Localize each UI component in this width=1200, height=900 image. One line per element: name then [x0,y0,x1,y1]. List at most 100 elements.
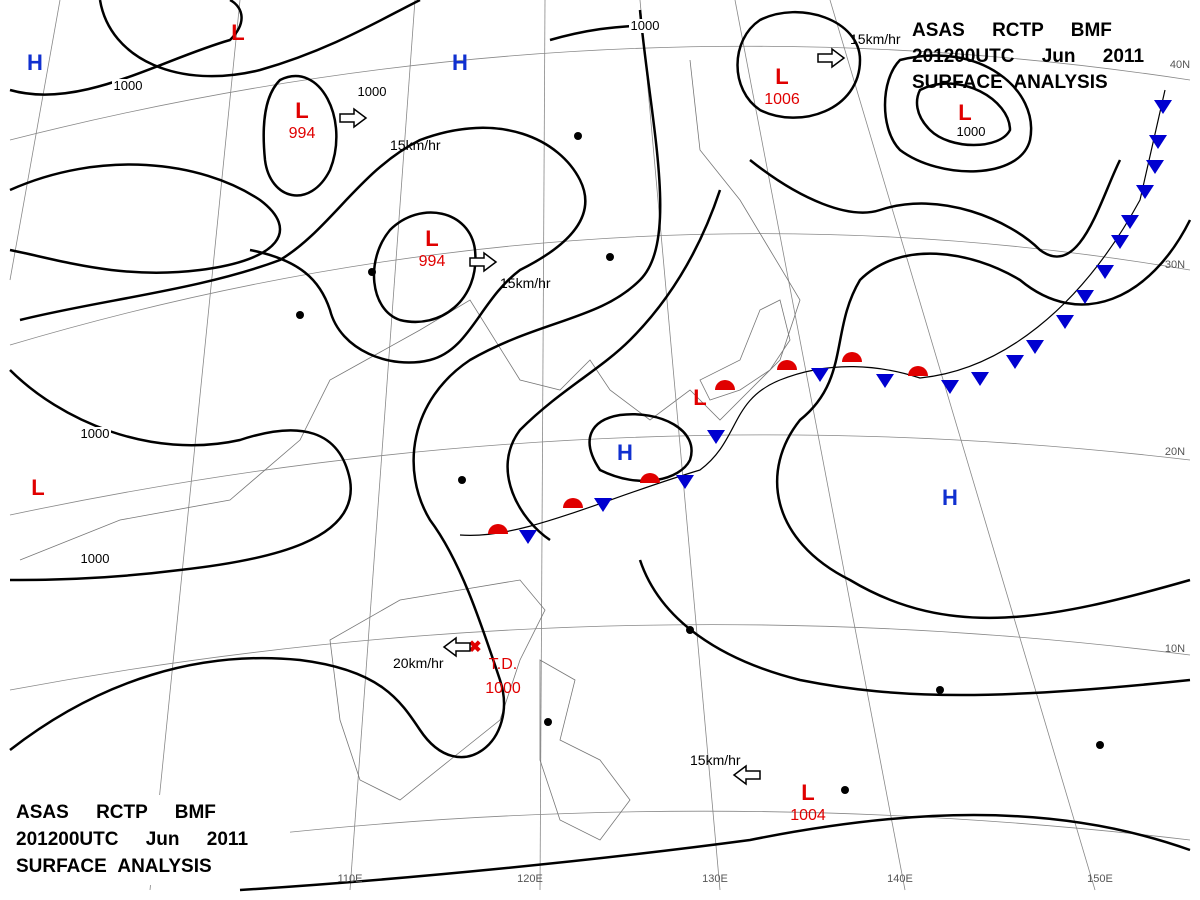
cold-front-symbol [1154,100,1172,114]
motion-speed: 20km/hr [393,655,444,671]
station [936,686,944,694]
header-line: 201200UTC Jun 2011 [912,46,1144,67]
cold-front-symbol [1076,290,1094,304]
isobar [9,0,243,96]
system-symbol: L [31,475,44,500]
isobar [638,559,1191,697]
coastline [699,299,791,401]
system-symbol: H [942,485,958,510]
header-bottom: ASAS RCTP BMF 201200UTC Jun 2011 SURFACE… [10,795,290,885]
system-symbol: L [801,780,814,805]
isobar [776,219,1192,620]
longitude-line [9,0,61,281]
system-symbol: H [452,50,468,75]
station [606,253,614,261]
latitude-line [9,45,1191,141]
latitude-label: 40N [1170,59,1190,71]
system-pressure: 1000 [957,124,986,139]
isobar-label-bg [629,19,661,33]
station-plots [296,132,1104,794]
warm-front-symbol [777,360,797,370]
isobar-label-bg [112,79,144,93]
cold-front-symbol [971,372,989,386]
header-line: ASAS RCTP BMF [16,802,216,823]
coastline [539,659,631,841]
isobar [915,82,1012,147]
header-line: ASAS RCTP BMF [912,20,1112,41]
isobar-label: 1000 [631,18,660,33]
isobar-label-bg [356,85,388,99]
cold-front-symbol [594,498,612,512]
station [296,311,304,319]
motion-speed: 15km/hr [390,137,441,153]
cold-front-symbol [1146,160,1164,174]
station [368,268,376,276]
header-line: SURFACE ANALYSIS [912,72,1108,93]
system-symbol: T.D. [489,656,517,673]
station [1096,741,1104,749]
latitude-label: 10N [1165,643,1185,655]
isobar-label: 1000 [81,426,110,441]
cold-front-symbol [1026,340,1044,354]
motion-speed: 15km/hr [690,752,741,768]
latitude-line [9,233,1191,346]
cold-front-symbol [941,380,959,394]
isobar [506,189,722,542]
station [458,476,466,484]
latitude-label: 30N [1165,259,1185,271]
header-top: ASAS RCTP BMF 201200UTC Jun 2011 SURFACE… [912,20,1144,93]
system-symbol: H [27,50,43,75]
cold-front-symbol [519,530,537,544]
isobar [9,9,662,759]
system-symbol: L [693,385,706,410]
system-pressure: 1006 [764,91,800,108]
station [841,786,849,794]
latitude-line [9,434,1191,516]
system-symbol: L [295,98,308,123]
isobar [9,369,352,582]
system-marker: ✖ [468,639,481,656]
station [544,718,552,726]
header-line: SURFACE ANALYSIS [16,856,212,877]
cold-front-symbol [1006,355,1024,369]
warm-front-symbol [715,380,735,390]
isobar [883,54,1033,173]
cold-front-symbol [1136,185,1154,199]
longitude-label: 120E [517,873,543,885]
longitude-label: 150E [1087,873,1113,885]
system-pressure: 1000 [485,680,521,697]
longitude-line [639,0,721,891]
isobar [262,74,338,197]
warm-front-symbol [488,524,508,534]
motion-arrow [817,47,846,69]
system-symbol: H [617,440,633,465]
fronts [459,89,1172,544]
isobars [9,0,1192,892]
isobar [239,813,1191,892]
cold-front-symbol [707,430,725,444]
isobar-label-bg [79,552,111,566]
longitude-label: 130E [702,873,728,885]
isobar [736,11,862,119]
latitude-label: 20N [1165,446,1185,458]
motion-arrow [732,764,761,786]
longitude-line [734,0,906,891]
isobar [9,163,282,274]
motion-arrow [469,251,498,273]
cold-front-symbol [1111,235,1129,249]
station [686,626,694,634]
longitude-label: 140E [887,873,913,885]
isobar-label-bg [79,427,111,441]
warm-front-symbol [842,352,862,362]
longitude-line [539,0,546,891]
station [574,132,582,140]
isobar [372,211,477,324]
warm-front-symbol [640,473,660,483]
cold-front-symbol [811,368,829,382]
coastlines [19,59,801,841]
motion-arrow [339,107,368,129]
motion-speed: 15km/hr [850,31,901,47]
cold-front-symbol [1096,265,1114,279]
